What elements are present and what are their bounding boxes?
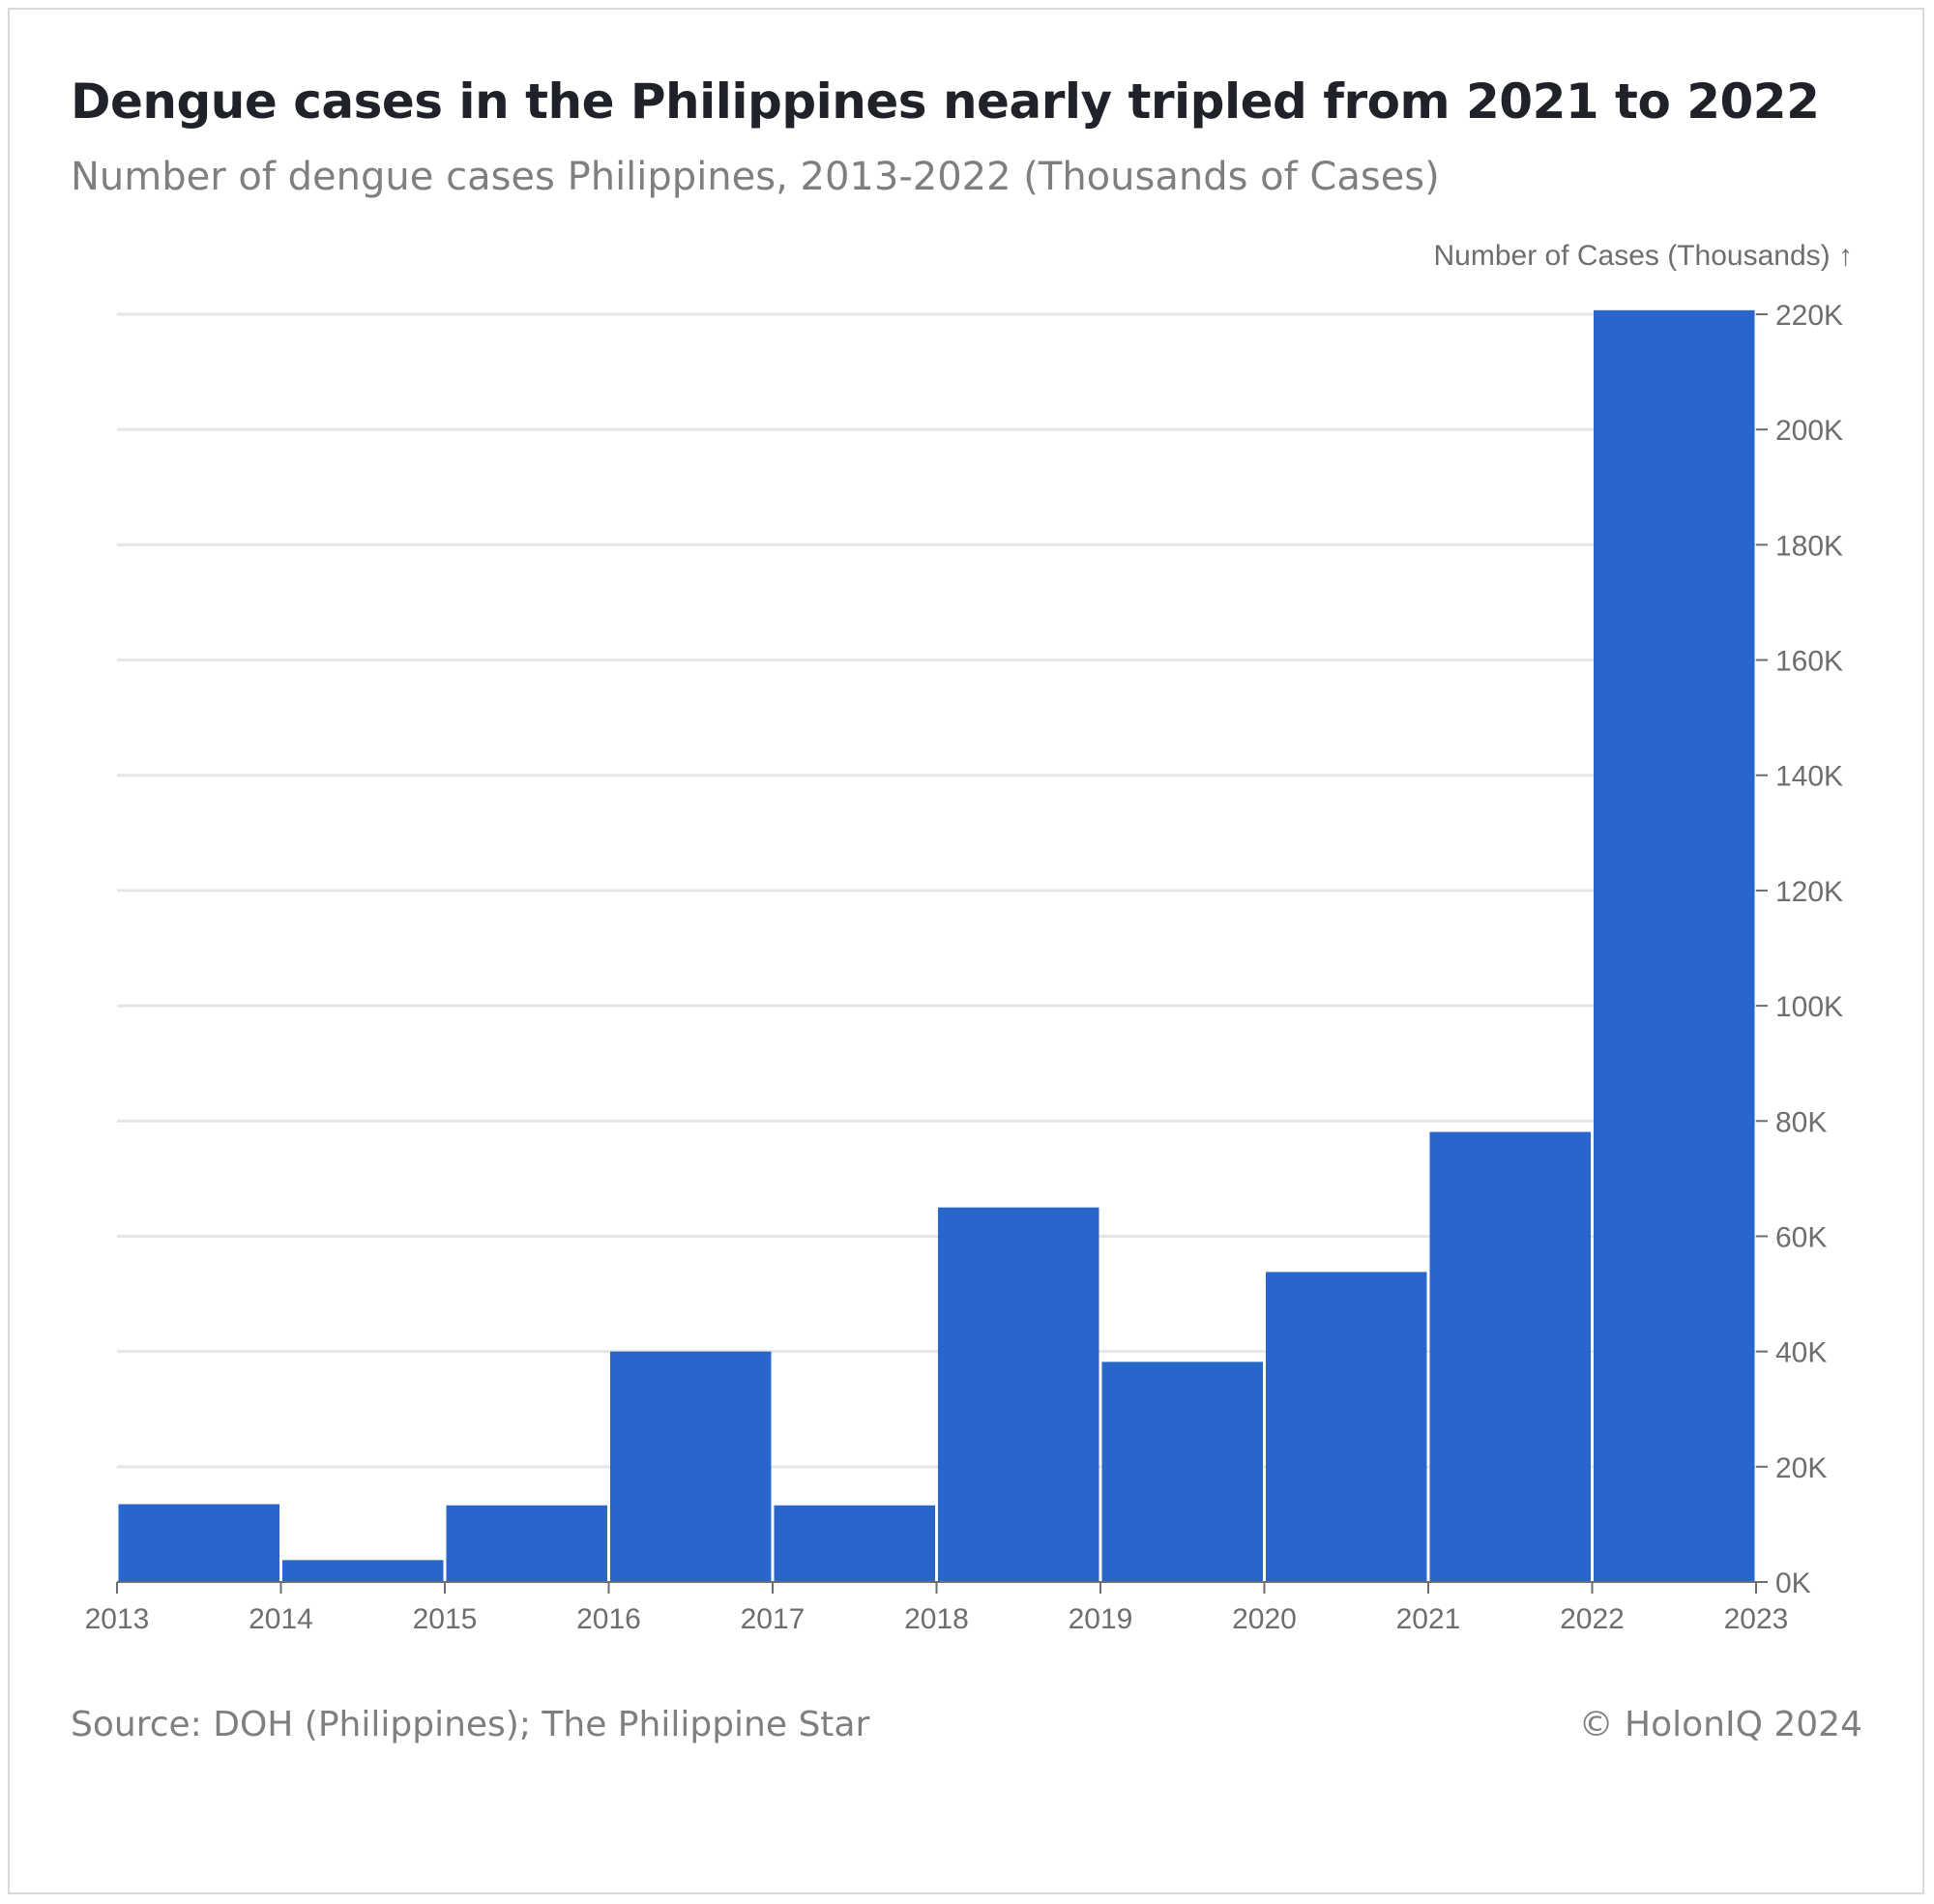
x-tick-label: 2014	[249, 1603, 313, 1635]
y-tick-label: 80K	[1775, 1106, 1827, 1138]
x-tick-label: 2022	[1560, 1603, 1625, 1635]
y-tick-label: 180K	[1775, 530, 1843, 562]
x-tick-label: 2019	[1069, 1603, 1133, 1635]
bar-2015[interactable]	[446, 1505, 608, 1582]
y-axis-title: Number of Cases (Thousands) ↑	[1433, 240, 1853, 272]
x-tick-label: 2015	[413, 1603, 478, 1635]
y-tick-label: 220K	[1775, 300, 1843, 332]
y-tick-label: 160K	[1775, 646, 1843, 678]
bar-2022[interactable]	[1594, 309, 1755, 1583]
x-tick-label: 2020	[1232, 1603, 1297, 1635]
x-tick-label: 2017	[741, 1603, 806, 1635]
y-tick-label: 100K	[1775, 991, 1843, 1023]
y-tick-label: 0K	[1775, 1567, 1811, 1599]
y-tick-label: 40K	[1775, 1337, 1827, 1369]
copyright-note: © HolonIQ 2024	[1578, 1705, 1862, 1744]
y-tick-label: 60K	[1775, 1221, 1827, 1253]
source-note: Source: DOH (Philippines); The Philippin…	[71, 1705, 870, 1744]
bar-2021[interactable]	[1429, 1131, 1592, 1582]
bars	[118, 309, 1755, 1583]
axes: 0K 20K 40K 60K 80K 100K 120K 140K 160K 180K 200K 22…	[85, 300, 1843, 1635]
bar-2016[interactable]	[610, 1351, 772, 1582]
x-tick-label: 2013	[85, 1603, 150, 1635]
x-tick-label: 2016	[576, 1603, 641, 1635]
bar-2018[interactable]	[938, 1207, 1099, 1582]
y-tick-label: 20K	[1775, 1452, 1827, 1484]
bar-2013[interactable]	[118, 1504, 280, 1582]
x-tick-label: 2018	[904, 1603, 969, 1635]
x-tick-label: 2023	[1724, 1603, 1789, 1635]
bar-2017[interactable]	[774, 1505, 936, 1582]
bar-2020[interactable]	[1266, 1272, 1427, 1582]
x-tick-label: 2021	[1396, 1603, 1461, 1635]
chart-subtitle: Number of dengue cases Philippines, 2013…	[71, 155, 1440, 199]
chart-title: Dengue cases in the Philippines nearly t…	[71, 73, 1820, 130]
bar-2019[interactable]	[1101, 1362, 1264, 1582]
y-tick-label: 120K	[1775, 876, 1843, 908]
bar-2014[interactable]	[282, 1560, 444, 1582]
y-tick-label: 200K	[1775, 415, 1843, 447]
y-tick-label: 140K	[1775, 761, 1843, 793]
